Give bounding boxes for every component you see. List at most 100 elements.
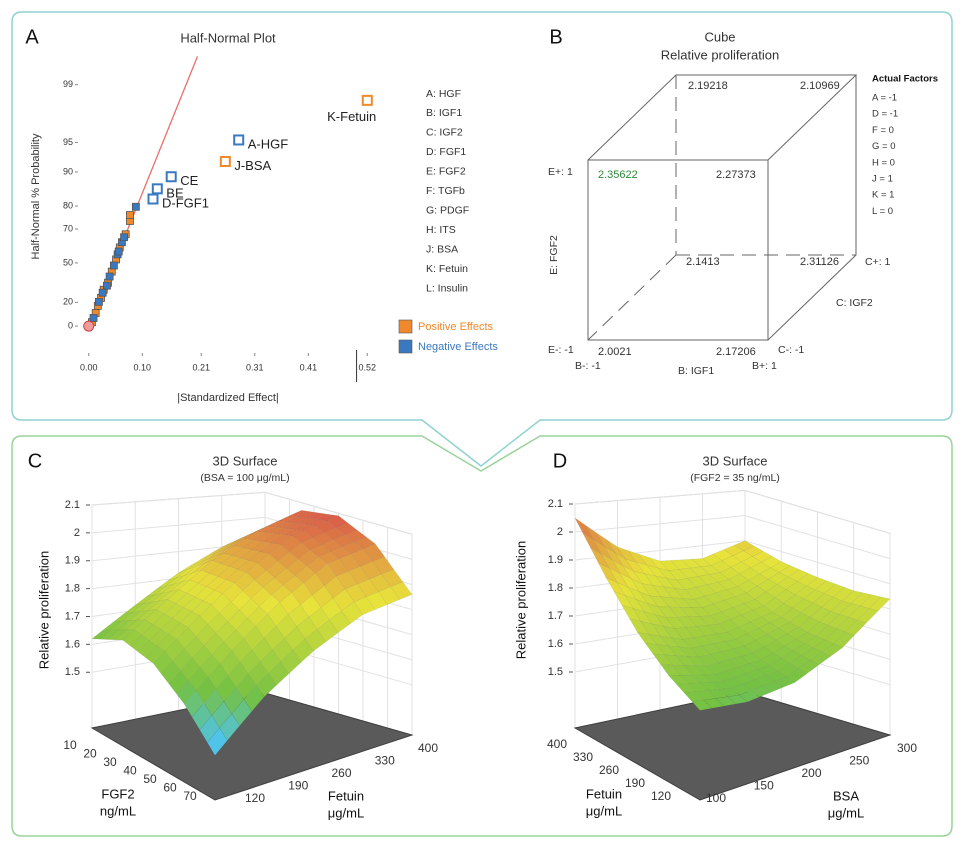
y-tick-label: 200 [801, 766, 821, 780]
chart-title: Half-Normal Plot [180, 30, 276, 45]
panel-label: D [553, 450, 567, 472]
y-tick-label: 0 [68, 320, 73, 330]
legend-label: Negative Effects [418, 341, 498, 353]
factor-legend-item: G: PDGF [426, 204, 469, 216]
surface-patch [280, 649, 302, 674]
level-label: E+: 1 [548, 166, 573, 178]
factor-setting: K = 1 [872, 190, 894, 201]
surface-patch [755, 633, 777, 647]
surface-patch [859, 594, 882, 609]
axis-label: C: IGF2 [836, 297, 873, 309]
surface-patch [775, 633, 797, 647]
corner-value: 2.0021 [598, 346, 632, 358]
panel-label: C [28, 450, 42, 472]
point [98, 288, 107, 297]
surface-patch [687, 576, 708, 588]
surface-patch [821, 596, 843, 612]
point-label: CE [180, 173, 198, 188]
surface-patch [693, 595, 714, 608]
x-axis-label: Fetuin [586, 786, 622, 801]
z-tick-label: 1.6 [65, 638, 80, 650]
y-tick-label: 150 [754, 779, 774, 793]
point [103, 281, 111, 290]
surface-patch [783, 594, 805, 609]
surface-patch [622, 565, 643, 585]
x-axis-label: FGF2 [101, 786, 134, 801]
point-label: D-FGF1 [162, 195, 209, 210]
point [89, 314, 98, 322]
factor-setting: A = -1 [872, 93, 897, 104]
corner-value: 2.1413 [686, 256, 720, 268]
surface-patch [823, 583, 846, 598]
grid-line [91, 491, 413, 535]
surface-patch [833, 631, 855, 648]
surface-patch [637, 632, 658, 645]
x-axis-label: μg/mL [586, 803, 622, 818]
y-axis-label: Fetuin [328, 788, 364, 803]
point [219, 155, 231, 167]
x-axis-label: ng/mL [100, 803, 136, 818]
panel-frame-bottom [11, 435, 953, 837]
chart-title: 3D Surface [212, 453, 277, 468]
y-tick-label: 190 [288, 779, 308, 793]
surface-patch [797, 659, 820, 674]
point-label: A-HGF [248, 136, 289, 151]
surface-patch [758, 622, 779, 635]
x-axis-label: |Standardized Effect| [177, 392, 279, 404]
y-tick-label: 70 [63, 223, 73, 233]
point [105, 272, 114, 281]
x-tick-label: 0.21 [192, 362, 210, 372]
surface-patch [691, 699, 713, 711]
y-tick-label: 100 [706, 791, 726, 805]
x-tick-label: 260 [599, 763, 619, 777]
surface-patch [219, 713, 240, 741]
point-label: K-Fetuin [327, 109, 376, 124]
origin-marker [83, 320, 95, 332]
z-tick-label: 1.5 [65, 666, 80, 678]
corner-value: 2.17206 [716, 346, 756, 358]
x-tick-label: 50 [143, 772, 157, 786]
z-tick-label: 1.7 [65, 610, 80, 622]
z-tick-label: 2 [557, 526, 563, 538]
cube-hidden-edge [587, 254, 677, 341]
surface-patch [688, 616, 709, 627]
factor-legend-item: E: FGF2 [426, 166, 466, 178]
y-tick-label: 300 [897, 741, 917, 755]
z-tick-label: 1.9 [548, 554, 563, 566]
x-tick-label: 120 [651, 789, 671, 803]
x-tick-label: 0.41 [300, 362, 318, 372]
corner-value: 2.31126 [800, 256, 839, 268]
surface-patch [740, 652, 762, 664]
surface-patch [763, 597, 785, 613]
point-label: BE [166, 185, 184, 200]
chart-subtitle: Relative proliferation [661, 47, 780, 62]
x-tick-label: 60 [163, 781, 177, 795]
z-axis-label: Relative proliferation [36, 551, 51, 670]
cube-edge [587, 74, 858, 161]
chart-title: 3D Surface [702, 453, 767, 468]
surface-patch [721, 648, 742, 660]
z-tick-label: 2.1 [548, 498, 563, 510]
z-axis-label: Relative proliferation [513, 541, 528, 660]
panel-label: B [549, 26, 562, 48]
surface-patch [630, 578, 651, 597]
factor-legend-item: F: TGFb [426, 185, 465, 197]
y-tick-label: 250 [849, 754, 869, 768]
point [114, 247, 123, 256]
legend-swatch [398, 339, 413, 354]
point [147, 193, 159, 205]
surface-patch [654, 575, 675, 589]
z-tick-label: 1.7 [548, 610, 563, 622]
x-tick-label: 0.52 [359, 362, 377, 372]
level-label: B+: 1 [752, 360, 777, 372]
surface-patch [702, 553, 723, 566]
point [151, 183, 163, 195]
level-label: C+: 1 [865, 256, 891, 268]
factor-legend-item: C: IGF2 [426, 127, 463, 139]
point [94, 297, 103, 306]
point [131, 202, 140, 211]
y-axis-label: Half-Normal % Probability [30, 133, 42, 259]
y-tick-label: 80 [63, 200, 73, 210]
point-label: J-BSA [234, 158, 271, 173]
surface-patch [783, 639, 806, 652]
